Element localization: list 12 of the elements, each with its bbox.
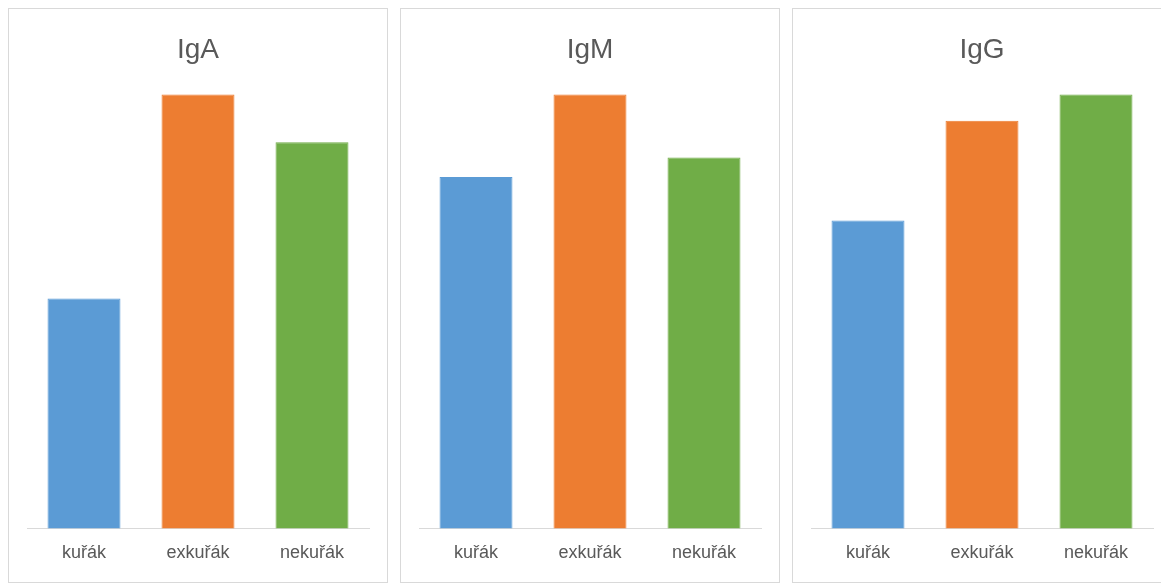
x-tick-label: exkuřák — [950, 542, 1015, 563]
chart-title: IgM — [566, 32, 614, 64]
x-tick-label: nekuřák — [1063, 542, 1130, 563]
x-tick-label: exkuřák — [166, 542, 231, 563]
x-tick-label: kuřák — [61, 542, 108, 563]
x-tick-label: exkuřák — [558, 542, 623, 563]
x-tick-label: kuřák — [845, 542, 892, 563]
x-tick-label: nekuřák — [279, 542, 346, 563]
x-tick-label: kuřák — [453, 542, 500, 563]
chart-title: IgG — [959, 32, 1005, 64]
x-tick-label: nekuřák — [671, 542, 738, 563]
chart-title: IgA — [176, 32, 220, 64]
